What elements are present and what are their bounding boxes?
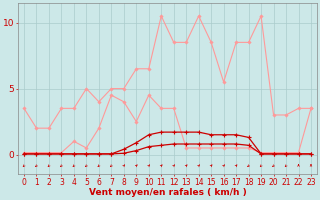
X-axis label: Vent moyen/en rafales ( km/h ): Vent moyen/en rafales ( km/h ) bbox=[89, 188, 246, 197]
